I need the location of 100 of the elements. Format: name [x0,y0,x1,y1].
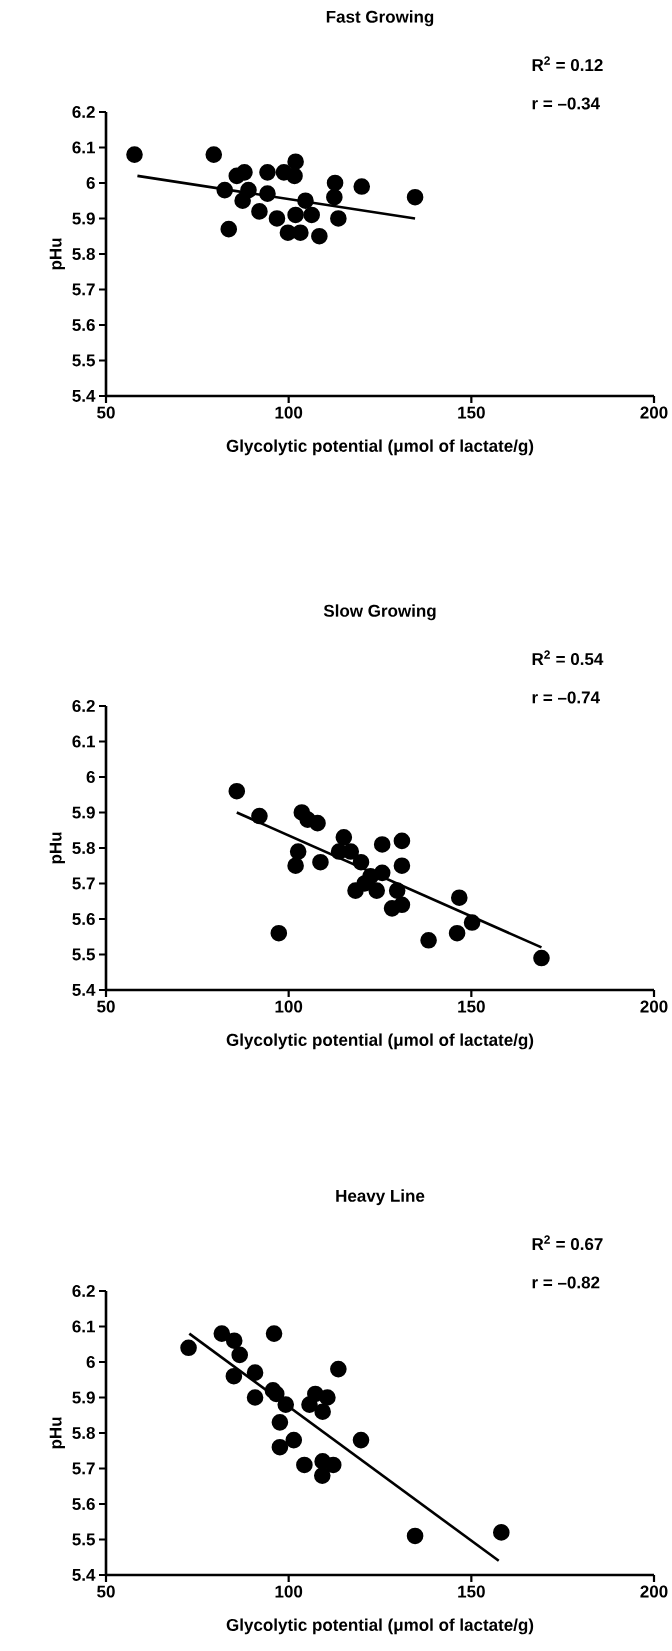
point [292,224,309,241]
point [270,924,288,942]
y-tick-label: 5.7 [72,877,95,890]
y-tick-label: 5.5 [72,1533,95,1546]
y-tick-label: 5.4 [72,984,96,996]
chart-title: Fast Growing [326,10,434,27]
point [259,164,276,181]
y-tick-label: 5.5 [72,948,95,961]
point [285,1431,303,1449]
y-tick-label: 5.8 [72,247,95,261]
y-tick-label: 6 [86,176,95,190]
y-tick-label: 5.6 [72,912,95,926]
x-axis-title: Glycolytic potential (μmol of lactate/g) [226,1033,534,1050]
point [286,167,303,185]
point [231,1346,249,1364]
point [287,857,304,875]
y-tick-label: 6.1 [72,1320,95,1333]
point [267,1385,285,1403]
point [347,882,364,899]
point [393,832,411,850]
y-tick-label: 5.9 [72,806,95,819]
x-axis-title: Glycolytic potential (μmol of lactate/g) [226,1618,534,1635]
x-tick-label: 200 [640,1585,668,1598]
y-tick-label: 5.4 [72,1569,96,1581]
point [287,153,304,170]
point [126,146,143,163]
point [335,829,353,846]
point [205,146,223,163]
y-tick-label: 5.6 [72,318,95,332]
point [236,164,253,181]
point [220,220,238,238]
y-tick-label: 6 [86,770,95,784]
point [287,206,304,224]
y-axis-title: pHu [49,832,65,864]
text: r = –0.34 [532,97,600,110]
y-tick-label: 5.6 [72,1497,95,1511]
point [368,882,386,899]
point [246,1389,264,1406]
point [448,924,466,942]
point [228,782,246,800]
point [533,949,550,967]
y-tick-label: 5.9 [72,212,95,225]
y-tick-label: 6.1 [72,141,95,154]
x-axis-title: Glycolytic potential (μmol of lactate/g) [226,439,534,456]
x-tick-label: 200 [640,1000,668,1013]
point [180,1339,197,1357]
point [277,1396,295,1413]
point [330,1360,347,1378]
point [271,1438,289,1456]
point [303,206,320,224]
x-tick-label: 100 [275,1000,303,1013]
y-tick-label: 5.5 [72,354,95,367]
y-tick-label: 6.2 [72,1284,95,1298]
point [373,836,391,853]
y-tick-label: 5.9 [72,1391,95,1404]
y-tick-label: 5.8 [72,1426,95,1440]
x-tick-label: 50 [97,1000,115,1013]
x-tick-label: 150 [458,1000,485,1013]
text: r = –0.82 [532,1276,600,1289]
point [313,1467,331,1484]
point [330,210,347,227]
point [352,853,370,871]
point [213,1325,231,1342]
y-axis-title: pHu [49,1417,65,1449]
point [216,181,234,199]
y-tick-label: 5.8 [72,841,95,855]
x-tick-label: 100 [275,406,303,419]
point [234,192,251,210]
y-tick-label: 6.2 [72,105,95,119]
point [251,807,268,825]
point [406,1527,424,1545]
point [326,174,344,192]
x-tick-label: 150 [458,1585,485,1598]
point [353,178,371,195]
point [493,1524,510,1541]
point [289,843,307,860]
point [450,889,468,906]
x-tick-label: 150 [458,406,485,419]
point [324,1456,342,1474]
point [352,1431,370,1449]
y-tick-label: 5.4 [72,390,96,402]
text: R$^{2}$ = 0.54 [532,650,604,666]
text: R$^{2}$ = 0.67 [532,1235,603,1251]
y-axis-title: pHu [49,238,65,270]
y-tick-label: 6 [86,1355,95,1369]
point [342,843,360,860]
x-tick-label: 50 [97,1585,115,1598]
point [393,896,411,914]
text: r = –0.74 [532,691,600,704]
point [314,1403,331,1420]
x-tick-label: 100 [275,1585,303,1598]
point [225,1367,243,1385]
x-tick-label: 50 [97,406,115,419]
point [406,188,424,206]
point [393,857,411,875]
point [309,814,326,832]
chart-title: Heavy Line [336,1189,425,1206]
y-tick-label: 6.2 [72,699,95,713]
text: R$^{2}$ = 0.12 [532,56,603,72]
point [388,882,406,899]
